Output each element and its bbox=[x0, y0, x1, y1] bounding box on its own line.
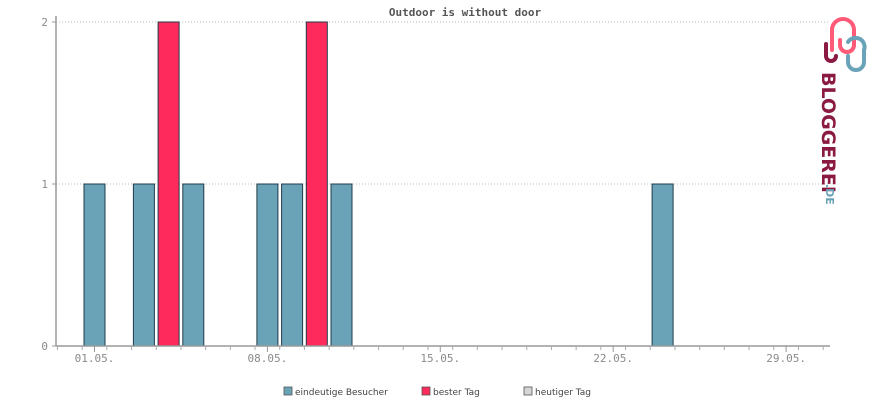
logo-wordmark: BLOGGEREI .DE bbox=[817, 72, 839, 205]
chart-title: Outdoor is without door bbox=[389, 6, 542, 19]
x-tick-label: 15.05. bbox=[420, 352, 460, 365]
x-tick-label: 29.05. bbox=[766, 352, 806, 365]
y-tick-label: 1 bbox=[41, 178, 48, 191]
bar bbox=[157, 21, 180, 347]
legend-label: heutiger Tag bbox=[535, 388, 591, 398]
bar bbox=[281, 183, 304, 347]
legend: eindeutige Besucher bester Tag heutiger Ta… bbox=[283, 386, 591, 398]
bar bbox=[132, 183, 155, 347]
bar bbox=[330, 183, 353, 347]
bar bbox=[651, 183, 674, 347]
legend-swatch bbox=[523, 386, 533, 396]
logo-text: BLOGGEREI bbox=[817, 72, 839, 193]
x-tick-label: 01.05. bbox=[75, 352, 115, 365]
bar bbox=[256, 183, 279, 347]
bloggerei-logo: BLOGGEREI .DE bbox=[817, 17, 867, 205]
logo-blue-loop bbox=[846, 35, 867, 72]
legend-swatch bbox=[421, 386, 431, 396]
logo-pink-loop bbox=[830, 17, 856, 54]
bar bbox=[305, 21, 328, 347]
legend-label: bester Tag bbox=[433, 388, 480, 398]
x-tick-label: 22.05. bbox=[593, 352, 633, 365]
legend-label: eindeutige Besucher bbox=[295, 388, 388, 398]
logo-dark-tail bbox=[824, 42, 838, 63]
axis-layer: 0 1 2 01.05. 08.05. 15.05. 22.05. 29.05. bbox=[41, 16, 830, 365]
logo-icon bbox=[824, 17, 867, 72]
x-tick-label: 08.05. bbox=[248, 352, 288, 365]
bar bbox=[182, 183, 205, 347]
logo-suffix: .DE bbox=[823, 184, 836, 205]
legend-swatch bbox=[283, 386, 293, 396]
y-tick-label: 2 bbox=[41, 16, 48, 29]
y-tick-label: 0 bbox=[41, 340, 48, 353]
bar bbox=[83, 183, 106, 347]
